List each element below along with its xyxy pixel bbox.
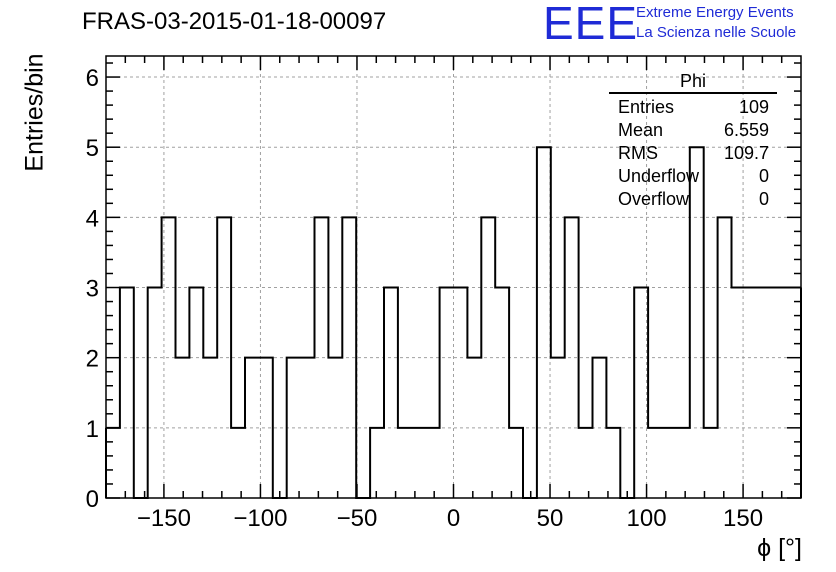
x-tick-label: 150 xyxy=(723,505,763,532)
histogram-bin xyxy=(662,428,676,498)
stats-value: 0 xyxy=(758,166,769,186)
histogram-bin xyxy=(787,288,801,498)
stats-row-underflow: Underflow 0 xyxy=(609,165,777,188)
histogram-bin xyxy=(189,288,203,498)
histogram-bin xyxy=(398,428,412,498)
stats-row-rms: RMS 109.7 xyxy=(609,142,777,165)
axes: −150 −100 −50 0 50 100 150 0 1 2 3 4 5 6 xyxy=(86,55,802,532)
histogram-bin xyxy=(231,428,245,498)
histogram-bin xyxy=(704,428,718,498)
y-tick-label: 4 xyxy=(86,205,99,232)
y-tick-label: 0 xyxy=(86,486,99,513)
histogram-bin xyxy=(384,288,398,498)
chart-title: FRAS-03-2015-01-18-00097 xyxy=(82,8,387,35)
x-tick-label: −100 xyxy=(233,505,287,532)
histogram-bin xyxy=(634,288,648,498)
y-tick-label: 1 xyxy=(86,416,99,443)
y-tick-label: 3 xyxy=(86,276,99,303)
histogram-bin xyxy=(106,428,120,498)
histogram-bin xyxy=(773,288,787,498)
y-tick-label: 2 xyxy=(86,346,99,373)
histogram-bin xyxy=(412,428,426,498)
logo-text-line1: Extreme Energy Events xyxy=(636,4,794,21)
stats-row-entries: Entries 109 xyxy=(609,96,777,119)
histogram-bin xyxy=(217,217,231,498)
stats-value: 6.559 xyxy=(723,120,769,140)
histogram-bin xyxy=(440,288,454,498)
stats-row-overflow: Overflow 0 xyxy=(609,188,777,211)
stats-label: Underflow xyxy=(618,166,700,186)
histogram-bin xyxy=(509,428,523,498)
logo-text-line2: La Scienza nelle Scuole xyxy=(636,24,797,41)
stats-label: Overflow xyxy=(618,189,690,209)
stats-title: Phi xyxy=(679,71,706,91)
y-tick-label: 6 xyxy=(86,65,99,92)
histogram-bin xyxy=(537,147,551,498)
stats-value: 109.7 xyxy=(723,143,769,163)
histogram-outline xyxy=(106,146,801,499)
histogram-bin xyxy=(176,358,190,498)
histogram-bin xyxy=(745,288,759,498)
stats-box: Phi Entries 109 Mean 6.559 RMS 109.7 Und… xyxy=(609,70,777,211)
histogram-bin xyxy=(495,288,509,498)
histogram-bin xyxy=(759,288,773,498)
stats-label: Entries xyxy=(618,97,675,117)
stats-value: 0 xyxy=(758,189,769,209)
stats-divider xyxy=(609,92,777,94)
histogram-bin xyxy=(454,288,468,498)
histogram-bin xyxy=(481,217,495,498)
histogram-bin xyxy=(148,288,162,498)
x-tick-label: −150 xyxy=(137,505,191,532)
stats-row-mean: Mean 6.559 xyxy=(609,119,777,142)
x-tick-label: 100 xyxy=(627,505,667,532)
x-tick-label: 50 xyxy=(537,505,564,532)
x-axis-label: ϕ [°] xyxy=(757,534,802,562)
histogram-bin xyxy=(676,428,690,498)
stats-value: 109 xyxy=(738,97,769,117)
x-tick-label: −50 xyxy=(337,505,378,532)
eee-logo: EEE xyxy=(543,0,639,49)
histogram-bin xyxy=(606,428,620,498)
stats-label: RMS xyxy=(618,143,658,163)
histogram-bin xyxy=(648,428,662,498)
histogram-bin xyxy=(370,428,384,498)
y-tick-label: 5 xyxy=(86,135,99,162)
y-axis-label: Entries/bin xyxy=(20,53,49,172)
x-tick-label: 0 xyxy=(447,505,460,532)
histogram-bin xyxy=(120,288,134,498)
histogram-bin xyxy=(426,428,440,498)
stats-label: Mean xyxy=(618,120,664,140)
histogram-bin xyxy=(579,428,593,498)
